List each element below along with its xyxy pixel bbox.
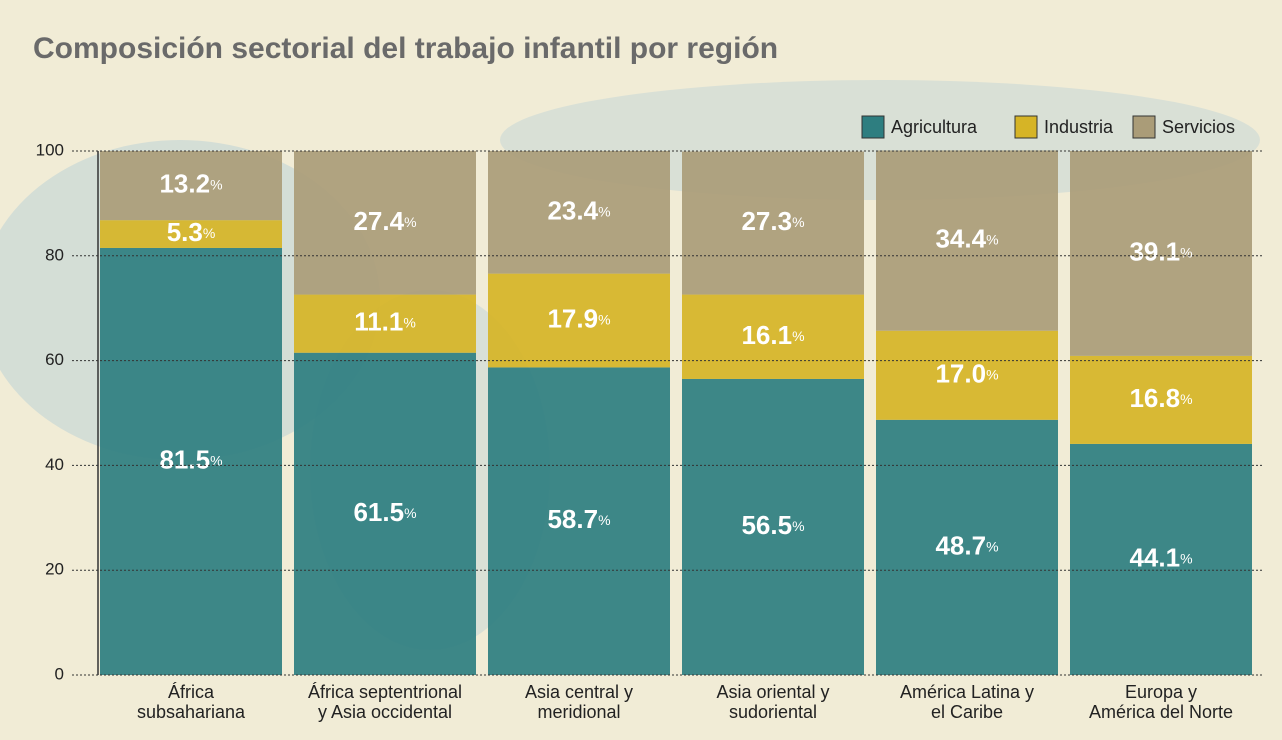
value-label: 34.4% <box>935 223 998 253</box>
chart-title: Composición sectorial del trabajo infant… <box>33 32 778 65</box>
bar-segment <box>682 378 864 675</box>
value-label: 56.5% <box>741 510 804 540</box>
y-tick-label: 80 <box>45 245 64 264</box>
bar-segment <box>876 330 1058 420</box>
bar-segment <box>876 150 1058 331</box>
legend-label: Agricultura <box>891 117 978 137</box>
y-tick-label: 40 <box>45 455 64 474</box>
value-label: 17.9% <box>547 303 610 333</box>
bar-segment <box>488 367 670 675</box>
y-tick-label: 0 <box>55 664 64 683</box>
bar-segment <box>294 294 476 353</box>
x-tick-label: África septentrional y Asia occidental <box>307 682 463 722</box>
value-label: 27.3% <box>741 206 804 236</box>
bar-segment <box>100 151 282 221</box>
bar-segment <box>488 151 670 274</box>
bar-segment <box>294 352 476 675</box>
value-label: 81.5% <box>159 444 222 474</box>
y-tick-label: 20 <box>45 560 64 579</box>
bar-segment <box>100 220 282 248</box>
x-tick-label: Asia central y meridional <box>524 682 634 722</box>
bar-segment <box>682 294 864 379</box>
legend-label: Servicios <box>1162 117 1235 137</box>
bar-segment <box>682 151 864 295</box>
bar-segment <box>1070 443 1252 675</box>
value-label: 23.4% <box>547 195 610 225</box>
bar-segment <box>1070 355 1252 444</box>
value-label: 39.1% <box>1129 236 1192 266</box>
bar-segment <box>876 419 1058 675</box>
value-label: 44.1% <box>1129 542 1192 572</box>
x-tick-label: Asia oriental y sudoriental <box>716 682 830 722</box>
y-tick-label: 60 <box>45 350 64 369</box>
x-tick-label: Europa y América del Norte <box>1088 682 1234 722</box>
legend-label: Industria <box>1044 117 1114 137</box>
value-label: 13.2% <box>159 168 222 198</box>
value-label: 61.5% <box>353 497 416 527</box>
bar-segment <box>1070 151 1252 356</box>
x-tick-label: África subsahariana <box>136 682 246 722</box>
x-tick-label: América Latina y el Caribe <box>899 682 1035 722</box>
bar-segment <box>488 273 670 368</box>
value-label: 5.3% <box>167 217 216 247</box>
legend-swatch <box>861 115 885 139</box>
legend-swatch <box>1014 115 1038 139</box>
value-label: 17.0% <box>935 358 998 388</box>
value-label: 58.7% <box>547 504 610 534</box>
value-label: 27.4% <box>353 206 416 236</box>
y-tick-label: 100 <box>36 140 64 159</box>
value-label: 16.8% <box>1129 383 1192 413</box>
bar-segment <box>294 151 476 295</box>
value-label: 11.1% <box>354 307 416 337</box>
bar-segment <box>100 247 282 675</box>
value-label: 48.7% <box>935 530 998 560</box>
value-label: 16.1% <box>741 320 804 350</box>
legend-swatch <box>1132 115 1156 139</box>
